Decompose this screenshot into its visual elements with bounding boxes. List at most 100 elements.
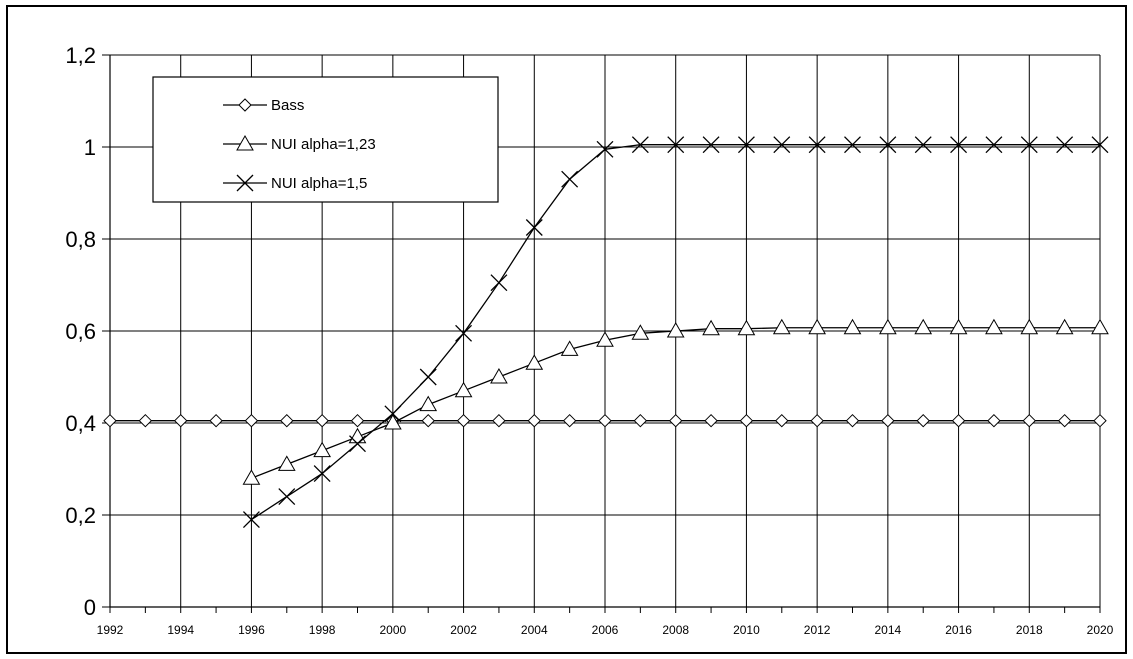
data-point-triangle <box>313 441 332 458</box>
data-point-x <box>1056 136 1074 154</box>
data-point-triangle <box>843 318 862 335</box>
data-point-x <box>950 136 968 154</box>
x-tick-label: 2006 <box>592 623 619 637</box>
x-tick-label: 2004 <box>521 623 548 637</box>
data-point-triangle <box>772 318 791 335</box>
data-point-x <box>1091 136 1109 154</box>
data-point-x <box>278 488 296 506</box>
x-tick-label: 2020 <box>1087 623 1114 637</box>
data-point-x <box>702 136 720 154</box>
data-point-diamond <box>1022 413 1036 428</box>
data-point-diamond <box>315 413 329 428</box>
data-point-diamond <box>209 413 223 428</box>
data-point-x <box>596 140 614 158</box>
data-point-diamond <box>562 413 577 428</box>
data-point-diamond <box>633 413 648 428</box>
x-tick-label: 2010 <box>733 623 760 637</box>
data-point-diamond <box>103 413 117 428</box>
data-point-x <box>631 136 649 154</box>
data-point-diamond <box>456 413 471 428</box>
data-point-diamond <box>421 413 435 428</box>
data-point-diamond <box>598 413 612 428</box>
data-point-triangle <box>1020 318 1039 335</box>
data-point-triangle <box>383 413 402 430</box>
data-point-triangle <box>1055 318 1074 335</box>
data-point-x <box>1020 136 1038 154</box>
x-tick-label: 2002 <box>450 623 477 637</box>
data-point-x <box>455 324 473 342</box>
x-tick-label: 2000 <box>380 623 407 637</box>
legend-marker-triangle <box>236 134 254 151</box>
data-point-triangle <box>490 367 508 384</box>
x-tick-label: 2016 <box>945 623 972 637</box>
data-point-x <box>490 274 508 292</box>
data-point-triangle <box>631 324 650 340</box>
legend-marker-diamond <box>238 98 252 112</box>
y-tick-label: 0 <box>84 595 96 620</box>
data-point-triangle <box>525 354 544 370</box>
data-point-triangle <box>914 318 933 335</box>
legend-box <box>152 76 499 203</box>
data-point-x <box>844 136 861 154</box>
data-point-diamond <box>881 413 895 428</box>
data-point-diamond <box>916 413 930 428</box>
legend-marker-x <box>236 174 254 192</box>
data-point-diamond <box>810 413 824 428</box>
data-point-diamond <box>1057 413 1072 428</box>
data-point-triangle <box>985 318 1003 335</box>
data-point-diamond <box>527 413 541 428</box>
data-point-x <box>667 136 685 154</box>
y-tick-label: 0,6 <box>65 319 96 344</box>
y-tick-label: 0,8 <box>65 227 96 252</box>
x-tick-label: 2018 <box>1016 623 1043 637</box>
y-tick-label: 0,4 <box>65 411 96 436</box>
data-point-x <box>525 219 543 236</box>
data-point-diamond <box>174 413 188 428</box>
data-point-x <box>561 170 579 188</box>
data-point-triangle <box>666 321 685 338</box>
data-point-diamond <box>845 413 860 428</box>
data-point-triangle <box>419 395 438 412</box>
data-point-x <box>242 511 260 529</box>
data-point-triangle <box>596 331 614 347</box>
data-point-diamond <box>138 413 153 428</box>
data-point-triangle <box>949 318 968 335</box>
data-point-x <box>349 435 366 453</box>
data-point-triangle <box>878 318 897 335</box>
data-point-triangle <box>454 381 473 398</box>
legend-label-1: NUI alpha=1,23 <box>271 136 376 153</box>
data-point-diamond <box>951 413 966 428</box>
y-tick-label: 0,2 <box>65 503 96 528</box>
data-point-triangle <box>1091 318 1109 335</box>
data-point-x <box>773 136 791 154</box>
x-tick-label: 2008 <box>662 623 689 637</box>
x-tick-labels: 1992 1994 1996 1998 2000 2002 2004 2006 2008 2010… <box>97 623 1114 637</box>
x-tick-label: 1996 <box>238 623 265 637</box>
y-tick-label: 1,2 <box>65 43 96 68</box>
data-point-diamond <box>492 413 506 428</box>
data-point-diamond <box>704 413 718 428</box>
axes <box>102 54 1101 613</box>
x-tick-label: 2014 <box>875 623 902 637</box>
y-tick-label: 1 <box>84 135 96 160</box>
legend-label-2: NUI alpha=1,5 <box>271 175 367 192</box>
data-point-x <box>879 136 897 154</box>
data-point-triangle <box>560 340 579 356</box>
legend: Bass NUI alpha=1,23 NUI alpha=1,5 <box>152 76 499 203</box>
x-tick-label: 1992 <box>97 623 124 637</box>
data-point-triangle <box>242 469 261 485</box>
data-point-x <box>808 136 826 154</box>
data-point-diamond <box>775 413 789 428</box>
data-point-diamond <box>280 413 294 428</box>
data-point-diamond <box>350 413 365 428</box>
data-point-diamond <box>739 413 754 428</box>
data-point-x <box>313 465 331 483</box>
data-point-triangle <box>737 319 756 336</box>
data-point-diamond <box>244 413 259 428</box>
data-point-diamond <box>669 413 683 428</box>
x-tick-label: 2012 <box>804 623 831 637</box>
data-point-diamond <box>987 413 1001 428</box>
data-point-triangle <box>808 318 827 335</box>
